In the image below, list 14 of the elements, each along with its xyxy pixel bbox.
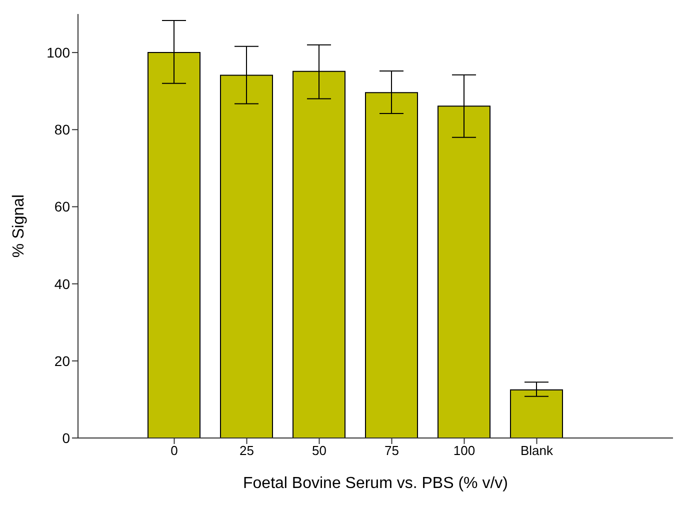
x-axis-title: Foetal Bovine Serum vs. PBS (% v/v) (243, 475, 508, 492)
x-tick-label: 100 (453, 443, 476, 458)
y-tick-label: 80 (54, 122, 70, 138)
y-tick-label: 60 (54, 198, 70, 215)
x-tick-label: 25 (240, 443, 254, 458)
y-tick-label: 0 (62, 430, 70, 446)
x-tick-label: Blank (520, 443, 554, 458)
x-tick-label: 75 (384, 443, 399, 458)
x-tick-label: 50 (312, 443, 326, 458)
x-tick-label: 0 (170, 443, 178, 458)
y-tick-label: 40 (54, 276, 70, 292)
y-tick-label: 20 (54, 352, 70, 369)
y-axis-title: % Signal (10, 194, 28, 258)
y-tick-label: 100 (46, 44, 70, 61)
